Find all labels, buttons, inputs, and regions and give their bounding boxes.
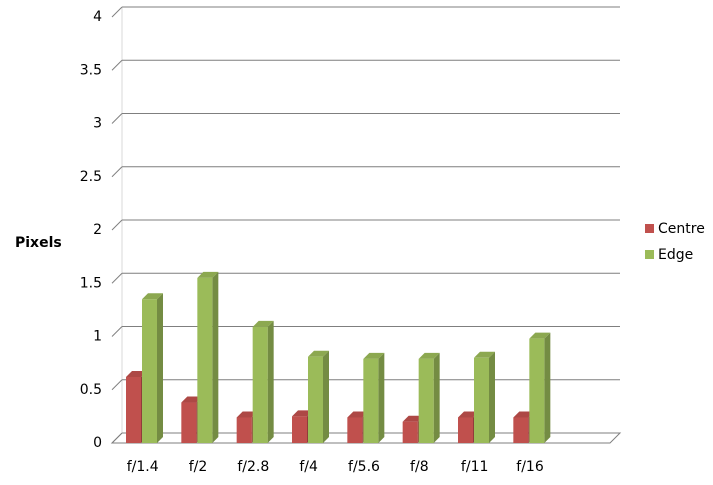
bar-top <box>513 411 535 418</box>
y-tick-label: 1 <box>93 329 102 345</box>
bar-top <box>402 415 424 422</box>
y-tick-label: 2 <box>93 222 102 238</box>
y-tick-label: 0 <box>93 435 102 451</box>
x-tick-label: f/1.4 <box>127 459 159 475</box>
x-tick-label: f/16 <box>516 459 544 475</box>
grid-tick <box>111 219 123 231</box>
grid-tick <box>111 326 123 337</box>
bar-top <box>126 370 147 377</box>
grid-tick <box>111 6 123 18</box>
bar-top <box>252 320 274 327</box>
bar-top <box>308 350 329 357</box>
bar-side <box>267 320 274 443</box>
y-axis-label: Pixels <box>15 235 62 251</box>
grid-tick <box>111 59 123 71</box>
bar <box>474 357 489 443</box>
bar-side <box>212 271 219 443</box>
bar-side <box>489 351 495 443</box>
grid-tick <box>111 432 123 444</box>
x-tick-label: f/8 <box>410 459 429 475</box>
bar-top <box>181 396 203 403</box>
bar <box>126 376 141 443</box>
bar-side <box>323 350 329 443</box>
bar-side <box>433 352 440 443</box>
y-tick-label: 4 <box>93 9 102 25</box>
bar-side <box>378 352 385 443</box>
legend-swatch <box>645 224 654 233</box>
bar <box>418 358 434 443</box>
grid-tick <box>111 166 123 178</box>
bar <box>292 416 307 443</box>
grid-tick <box>111 113 123 124</box>
x-tick-label: f/4 <box>299 459 318 475</box>
bar <box>236 417 252 443</box>
bar <box>529 338 545 443</box>
bar <box>513 417 529 443</box>
bar-top <box>458 411 479 418</box>
legend-label: Centre <box>658 221 705 237</box>
bar-top <box>474 351 495 358</box>
bar-top <box>236 411 258 418</box>
bar-top <box>363 352 385 359</box>
x-tick-label: f/11 <box>461 459 488 475</box>
x-tick-label: f/5.6 <box>348 459 380 475</box>
bar-side <box>157 293 163 443</box>
bar <box>402 421 418 443</box>
bar <box>181 402 197 443</box>
bar-side <box>544 332 551 443</box>
x-tick-label: f/2.8 <box>237 459 269 475</box>
bar <box>142 299 157 443</box>
bar <box>197 277 213 443</box>
y-tick-label: 0.5 <box>80 382 102 398</box>
bar-top <box>142 293 163 300</box>
legend-label: Edge <box>658 247 693 263</box>
y-tick-label: 3 <box>93 116 102 132</box>
y-tick-label: 3.5 <box>80 62 102 78</box>
bar-top <box>418 352 440 359</box>
bar-top <box>347 411 369 418</box>
x-tick-label: f/2 <box>189 459 208 475</box>
legend-swatch <box>645 250 654 259</box>
bar-top <box>197 271 219 278</box>
bar <box>458 417 473 443</box>
bar <box>347 417 363 443</box>
grid-tick <box>111 379 123 391</box>
bar-top <box>292 410 313 417</box>
bar <box>252 326 268 443</box>
grid-tick <box>111 272 123 284</box>
y-tick-label: 2.5 <box>80 169 102 185</box>
bar-top <box>529 332 551 339</box>
bar <box>363 358 379 443</box>
bar <box>308 356 323 443</box>
y-tick-label: 1.5 <box>80 275 102 291</box>
